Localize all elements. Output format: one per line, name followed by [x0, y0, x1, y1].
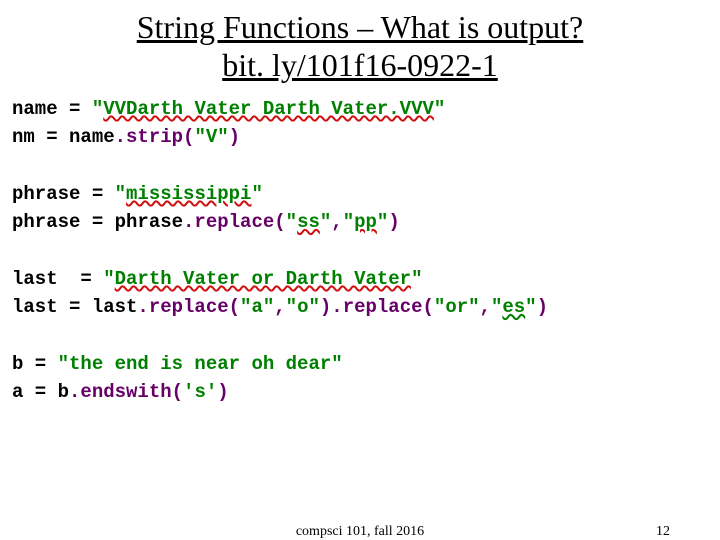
code-line-8: a = b.endswith('s')	[12, 378, 708, 407]
footer-page-number: 12	[656, 524, 670, 540]
blank-line	[12, 152, 708, 180]
slide-title: String Functions – What is output? bit. …	[0, 0, 720, 85]
code-block: name = "VVDarth Vater Darth Vater.VVV" n…	[0, 85, 720, 407]
title-line-2: bit. ly/101f16-0922-1	[222, 47, 498, 83]
code-line-4: phrase = phrase.replace("ss","pp")	[12, 208, 708, 237]
blank-line	[12, 237, 708, 265]
code-line-5: last = "Darth Vater or Darth Vater"	[12, 265, 708, 294]
code-line-2: nm = name.strip("V")	[12, 123, 708, 152]
code-line-7: b = "the end is near oh dear"	[12, 350, 708, 379]
blank-line	[12, 322, 708, 350]
title-line-1: String Functions – What is output?	[137, 9, 584, 45]
footer-course: compsci 101, fall 2016	[296, 524, 424, 540]
code-line-6: last = last.replace("a","o").replace("or…	[12, 293, 708, 322]
code-line-1: name = "VVDarth Vater Darth Vater.VVV"	[12, 95, 708, 124]
code-line-3: phrase = "mississippi"	[12, 180, 708, 209]
